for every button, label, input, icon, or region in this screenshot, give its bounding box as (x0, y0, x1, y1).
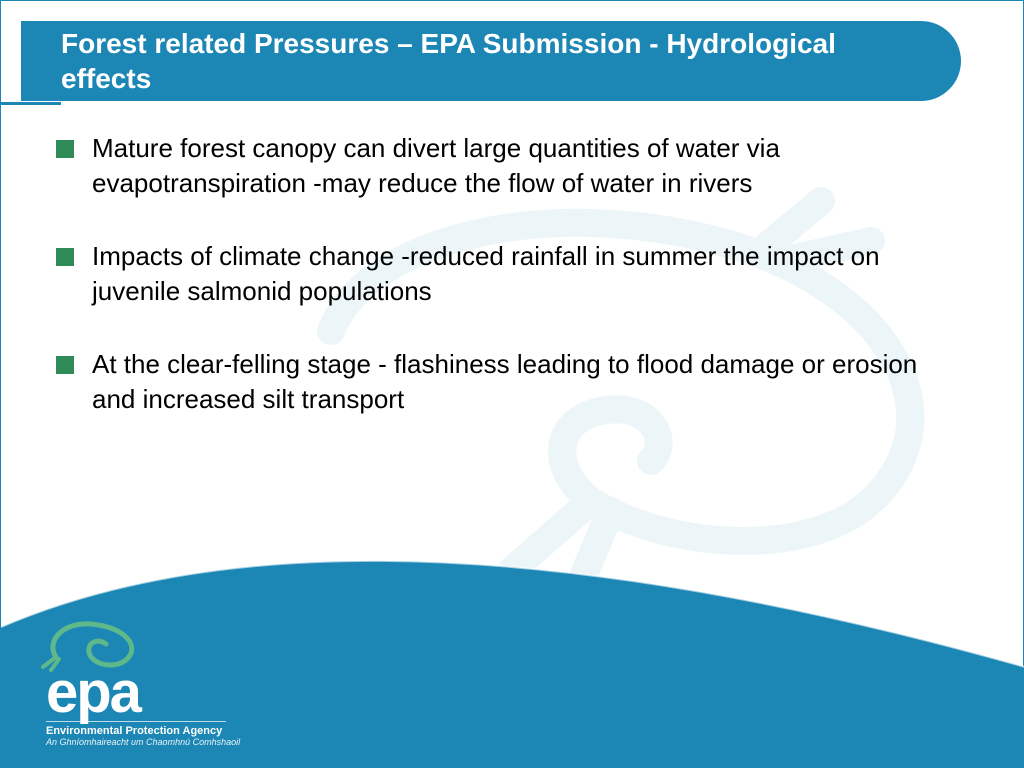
epa-logo: epa Environmental Protection Agency An G… (46, 667, 240, 747)
bullet-text: Mature forest canopy can divert large qu… (92, 131, 963, 201)
bullet-marker-icon (56, 248, 74, 266)
slide-header: Forest related Pressures – EPA Submissio… (21, 21, 961, 101)
bullet-text: Impacts of climate change -reduced rainf… (92, 239, 963, 309)
logo-acronym: epa (46, 667, 240, 719)
slide-body: Mature forest canopy can divert large qu… (56, 131, 963, 456)
bullet-text: At the clear-felling stage - flashiness … (92, 347, 963, 417)
bullet-item: Mature forest canopy can divert large qu… (56, 131, 963, 201)
slide-title: Forest related Pressures – EPA Submissio… (61, 26, 881, 96)
bullet-item: At the clear-felling stage - flashiness … (56, 347, 963, 417)
bullet-item: Impacts of climate change -reduced rainf… (56, 239, 963, 309)
logo-agency-name-irish: An Ghníomhaireacht um Chaomhnú Comhshaoi… (46, 737, 240, 747)
header-underline (1, 102, 61, 105)
bullet-marker-icon (56, 356, 74, 374)
bullet-marker-icon (56, 140, 74, 158)
